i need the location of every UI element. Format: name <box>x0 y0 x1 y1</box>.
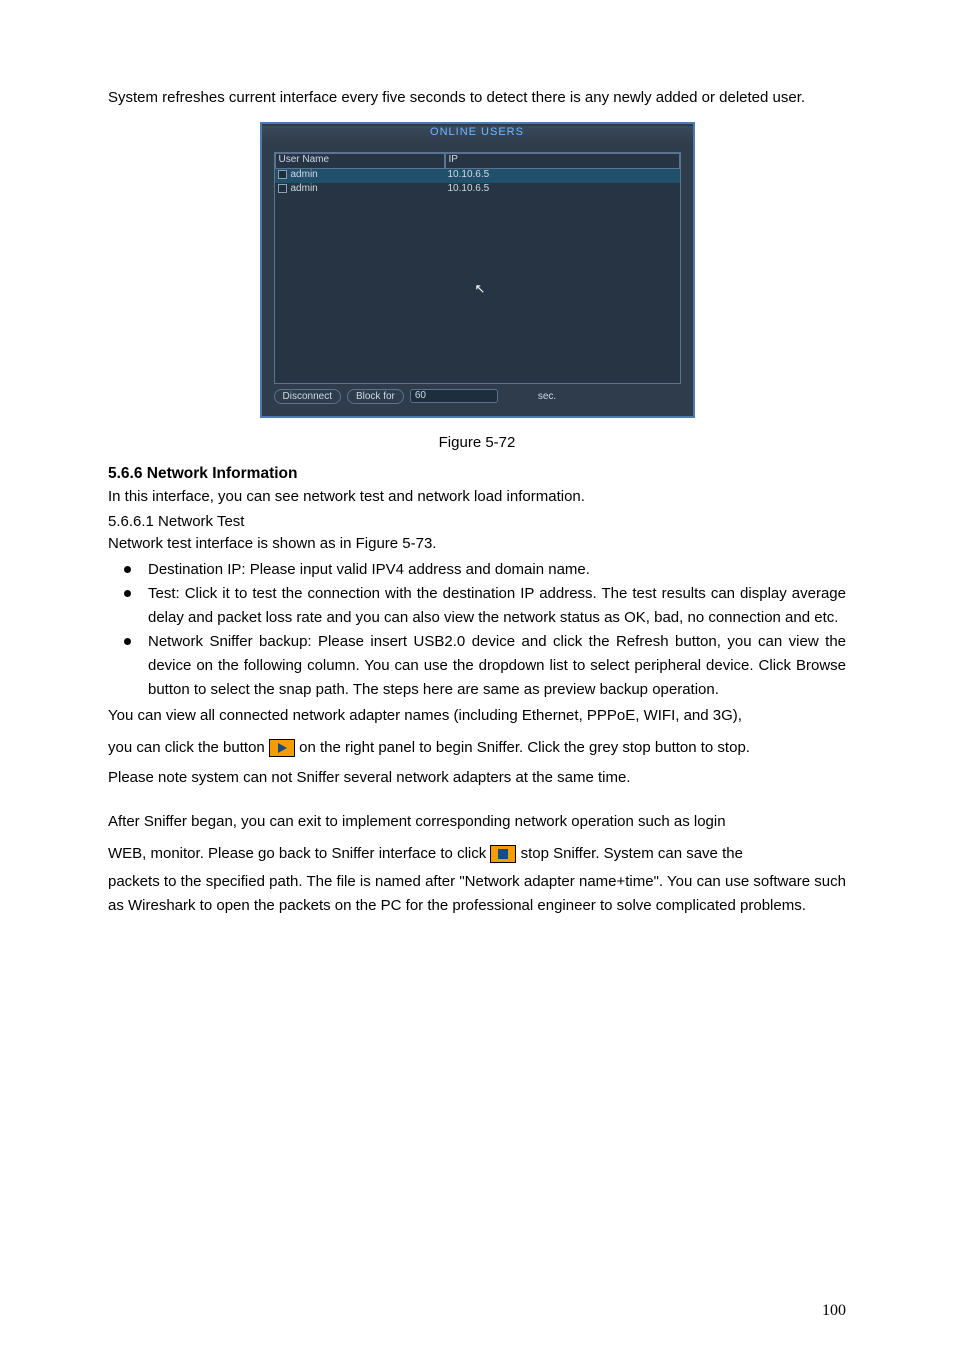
subsection-intro: Network test interface is shown as in Fi… <box>108 532 846 556</box>
paragraph: You can view all connected network adapt… <box>108 704 846 728</box>
list-item: Destination IP: Please input valid IPV4 … <box>108 558 846 582</box>
disconnect-button[interactable]: Disconnect <box>274 389 341 404</box>
online-users-figure: ONLINE USERS User Name IP admin 10.10.6.… <box>108 122 846 418</box>
cell-username: admin <box>275 169 445 180</box>
paragraph: packets to the specified path. The file … <box>108 870 846 918</box>
row-checkbox[interactable] <box>278 184 287 193</box>
cell-username: admin <box>275 183 445 194</box>
table-row[interactable]: admin 10.10.6.5 <box>275 169 680 183</box>
paragraph-with-icon: WEB, monitor. Please go back to Sniffer … <box>108 842 846 866</box>
paragraph-with-icon: you can click the button on the right pa… <box>108 736 846 760</box>
section-heading-network-information: 5.6.6 Network Information <box>108 465 846 483</box>
cursor-icon: ↖ <box>475 281 486 297</box>
paragraph: After Sniffer began, you can exit to imp… <box>108 810 846 834</box>
table-row[interactable]: admin 10.10.6.5 <box>275 183 680 197</box>
block-seconds-input[interactable]: 60 <box>410 389 498 403</box>
cell-ip: 10.10.6.5 <box>445 169 645 180</box>
row-checkbox[interactable] <box>278 170 287 179</box>
users-table: User Name IP admin 10.10.6.5 admin 10.10… <box>274 152 681 384</box>
paragraph: Please note system can not Sniffer sever… <box>108 766 846 790</box>
section-intro: In this interface, you can see network t… <box>108 485 846 509</box>
column-header-username: User Name <box>275 153 445 169</box>
play-icon <box>269 739 295 757</box>
figure-caption: Figure 5-72 <box>108 434 846 451</box>
window-title: ONLINE USERS <box>262 126 693 144</box>
bullet-list: Destination IP: Please input valid IPV4 … <box>108 558 846 702</box>
list-item: Network Sniffer backup: Please insert US… <box>108 630 846 702</box>
online-users-window: ONLINE USERS User Name IP admin 10.10.6.… <box>260 122 695 418</box>
column-header-ip: IP <box>445 153 680 169</box>
list-item: Test: Click it to test the connection wi… <box>108 582 846 630</box>
intro-paragraph: System refreshes current interface every… <box>108 86 846 110</box>
page-number: 100 <box>822 1302 846 1320</box>
window-footer: Disconnect Block for 60 sec. <box>274 386 557 406</box>
block-for-button[interactable]: Block for <box>347 389 404 404</box>
subsection-heading-network-test: 5.6.6.1 Network Test <box>108 513 846 530</box>
stop-icon <box>490 845 516 863</box>
seconds-label: sec. <box>538 391 556 402</box>
cell-ip: 10.10.6.5 <box>445 183 645 194</box>
